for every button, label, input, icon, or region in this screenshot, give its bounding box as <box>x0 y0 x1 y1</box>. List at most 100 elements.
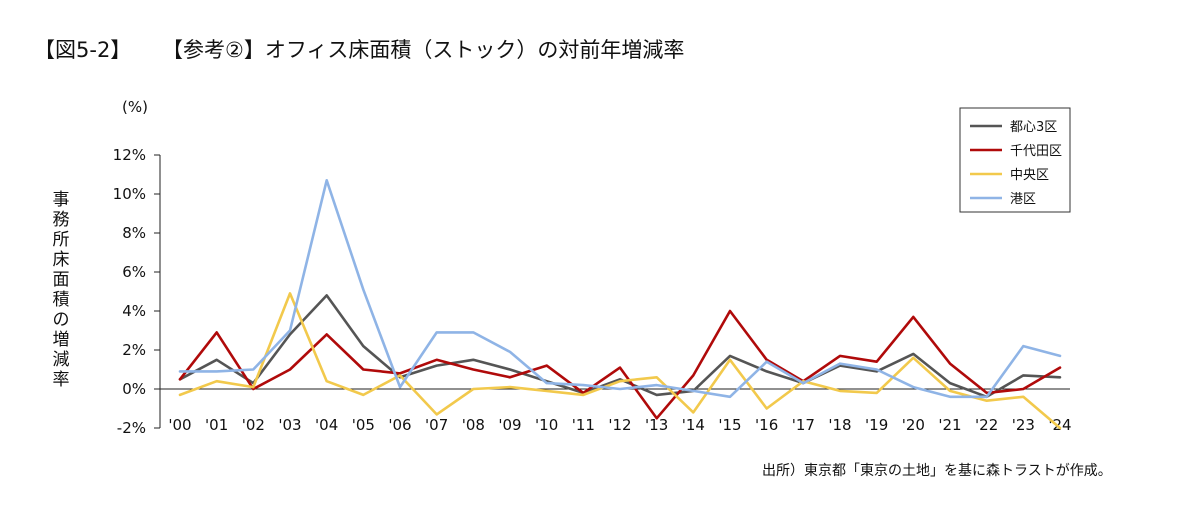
data-point <box>399 386 401 388</box>
x-tick-label: '08 <box>462 416 485 434</box>
x-tick-label: '19 <box>865 416 888 434</box>
x-tick-label: '18 <box>828 416 851 434</box>
x-tick-label: '06 <box>388 416 411 434</box>
data-point <box>839 390 841 392</box>
data-point <box>435 331 438 334</box>
x-tick-label: '16 <box>755 416 778 434</box>
data-point <box>949 382 951 384</box>
data-point <box>509 368 511 371</box>
data-point <box>692 411 695 414</box>
x-tick-label: '20 <box>902 416 925 434</box>
data-point <box>179 394 181 396</box>
x-tick-label: '04 <box>315 416 338 434</box>
data-point <box>545 364 548 367</box>
x-tick-label: '14 <box>682 416 705 434</box>
data-point <box>1022 345 1025 347</box>
data-point <box>729 358 731 361</box>
x-tick-label: '01 <box>205 416 228 434</box>
y-tick-label: 0% <box>122 380 146 398</box>
data-point <box>472 331 475 334</box>
data-point <box>619 366 621 369</box>
x-tick-label: '07 <box>425 416 448 434</box>
data-point <box>655 376 658 379</box>
data-point <box>765 370 768 373</box>
data-point <box>325 333 328 336</box>
y-tick-label: 2% <box>122 341 146 359</box>
data-point <box>399 372 401 375</box>
data-point <box>289 333 291 336</box>
data-point <box>729 355 731 357</box>
data-point <box>875 392 878 394</box>
y-tick-label: 8% <box>122 224 146 242</box>
y-tick-label: -2% <box>117 419 146 437</box>
data-point <box>949 390 951 392</box>
x-tick-label: '13 <box>645 416 668 434</box>
data-point <box>325 294 328 297</box>
figure-number: 【図5-2】 <box>34 38 132 62</box>
data-point <box>362 345 365 347</box>
data-point <box>1059 355 1061 357</box>
data-point <box>399 374 401 377</box>
x-tick-label: '09 <box>498 416 521 434</box>
x-tick-label: '24 <box>1048 416 1071 434</box>
x-tick-label: '21 <box>938 416 961 434</box>
data-point <box>252 368 255 371</box>
x-tick-label: '23 <box>1012 416 1035 434</box>
data-point <box>289 292 291 295</box>
data-point <box>472 368 475 371</box>
x-tick-label: '02 <box>242 416 265 434</box>
data-point <box>1022 388 1025 390</box>
data-point <box>252 386 255 388</box>
y-tick-label: 4% <box>122 302 146 320</box>
x-tick-label: '11 <box>572 416 595 434</box>
data-point <box>545 390 548 392</box>
data-point <box>985 396 988 398</box>
series-line-3 <box>178 292 1062 430</box>
data-point <box>765 358 768 361</box>
legend-label: 中央区 <box>1010 168 1049 183</box>
data-point <box>289 329 291 332</box>
x-tick-label: '05 <box>352 416 375 434</box>
y-tick-label: 10% <box>113 185 146 203</box>
data-point <box>289 368 291 371</box>
data-point <box>839 362 841 365</box>
y-tick-label: 12% <box>113 146 146 164</box>
data-point <box>252 388 255 390</box>
data-point <box>839 355 841 357</box>
data-point <box>179 370 181 373</box>
data-point <box>509 386 511 388</box>
data-point <box>619 380 621 383</box>
source-note: 出所）東京都「東京の土地」を基に森トラストが作成。 <box>762 463 1112 479</box>
x-tick-label: '10 <box>535 416 558 434</box>
data-point <box>765 407 768 410</box>
data-point <box>362 368 365 371</box>
data-point <box>509 376 511 379</box>
data-point <box>1059 427 1061 429</box>
data-point <box>582 394 585 396</box>
data-point <box>472 388 475 390</box>
y-tick-label: 6% <box>122 263 146 281</box>
data-point <box>435 364 438 367</box>
data-point <box>215 331 218 334</box>
chart-title: 【参考②】オフィス床面積（ストック）の対前年増減率 <box>162 38 685 62</box>
data-point <box>362 288 365 291</box>
data-point <box>509 351 511 353</box>
data-point <box>692 390 695 392</box>
data-point <box>912 357 915 359</box>
data-point <box>1022 374 1025 377</box>
data-point <box>472 358 475 361</box>
data-point <box>655 384 658 386</box>
x-tick-label: '22 <box>975 416 998 434</box>
data-point <box>949 362 951 365</box>
legend-label: 港区 <box>1010 192 1036 207</box>
data-point <box>1022 396 1025 398</box>
data-point <box>362 394 365 396</box>
y-axis-label: 事務所床面積の増減率 <box>52 190 70 390</box>
data-point <box>179 378 181 381</box>
data-point <box>325 179 328 182</box>
data-point <box>435 413 438 416</box>
data-point <box>949 396 951 398</box>
x-tick-label: '00 <box>168 416 191 434</box>
data-point <box>765 360 768 363</box>
